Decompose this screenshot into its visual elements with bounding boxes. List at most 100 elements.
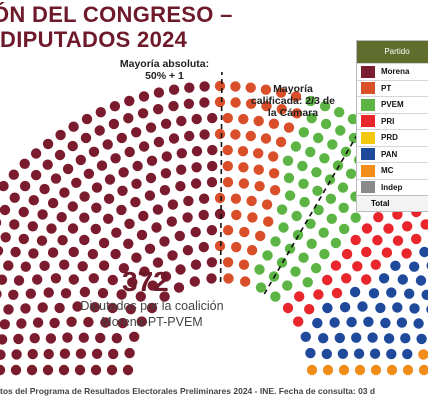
seat-dot (214, 80, 226, 92)
absolute-majority-line (219, 71, 223, 283)
seat-dot (305, 146, 316, 158)
legend-label: PAN (381, 149, 398, 159)
seat-dot (260, 133, 272, 144)
seat-dot (160, 118, 172, 129)
seat-dot (168, 100, 179, 112)
legend-swatch (361, 82, 375, 95)
seat-dot (222, 160, 233, 172)
seat-dot (25, 288, 36, 299)
seat-dot (310, 263, 322, 274)
seat-dot (294, 291, 305, 302)
seat-dot (160, 271, 172, 282)
seat-dot (298, 252, 309, 263)
seat-dot (198, 241, 209, 253)
seat-dot (122, 364, 134, 376)
seat-dot (124, 95, 135, 107)
seat-dot (238, 113, 249, 125)
seat-dot (78, 332, 90, 343)
seat-dot (90, 364, 102, 376)
seat-dot (338, 364, 350, 376)
seat-dot (66, 316, 77, 327)
seat-dot (313, 289, 324, 300)
seat-dot (361, 274, 372, 285)
seat-dot (361, 246, 372, 258)
seat-dot (214, 96, 226, 108)
seat-dot (68, 246, 79, 258)
seat-dot (182, 245, 194, 256)
seat-dot (9, 192, 20, 203)
seat-dot (91, 348, 103, 359)
seat-dot (3, 260, 14, 271)
seat-dot (60, 288, 72, 299)
seat-dot (346, 316, 357, 328)
seat-dot (392, 302, 403, 313)
seat-dot (159, 185, 171, 196)
seat-dot (10, 364, 22, 376)
seat-dot (199, 97, 210, 108)
seat-dot (418, 364, 428, 376)
legend-row-pvem: PVEM (357, 96, 428, 113)
seat-dot (67, 223, 79, 234)
legend-label: PRD (381, 133, 398, 143)
seat-dot (402, 348, 413, 360)
seat-dot (397, 274, 408, 285)
seat-dot (282, 302, 294, 314)
seat-dot (57, 235, 68, 246)
seat-dot (255, 230, 266, 242)
seat-dot (261, 100, 272, 112)
seat-dot (290, 141, 302, 152)
seat-dot (110, 153, 121, 164)
seat-dot (152, 257, 164, 268)
seat-dot (29, 333, 40, 344)
seat-dot (144, 190, 156, 201)
seat-dot (199, 81, 210, 92)
seat-dot (80, 132, 92, 144)
seat-dot (312, 185, 323, 196)
legend-total-row: Total (357, 195, 428, 211)
seat-dot (339, 302, 351, 313)
seat-dot (198, 193, 210, 204)
seat-dot (167, 199, 179, 210)
seat-dot (268, 168, 280, 179)
seat-dot (191, 146, 203, 157)
seat-dot (383, 223, 394, 234)
seat-dot (175, 181, 186, 192)
seat-dot (30, 148, 42, 159)
seat-dot (400, 333, 411, 344)
seat-dot (341, 248, 353, 260)
seat-dot (132, 160, 143, 172)
seat-dot (37, 209, 48, 220)
seat-dot (222, 177, 234, 188)
seat-dot (68, 274, 80, 285)
seat-dot (207, 160, 218, 172)
seat-dot (124, 146, 135, 158)
coalition-total: 372 (122, 266, 169, 297)
seat-dot (3, 304, 14, 315)
seat-dot (18, 233, 29, 245)
seat-dot (349, 286, 361, 298)
seat-dot (77, 261, 88, 272)
legend-total-label: Total (371, 199, 390, 208)
seat-dot (28, 195, 39, 206)
seat-dot (329, 317, 340, 328)
seat-dot (168, 84, 180, 95)
seat-dot (420, 219, 428, 230)
seat-dot (312, 317, 323, 329)
seat-dot (413, 318, 424, 329)
seat-dot (319, 248, 330, 260)
page-title-line1: ÓN DEL CONGRESO – (0, 2, 233, 27)
seat-dot (254, 264, 265, 275)
seat-dot (138, 141, 150, 152)
seat-dot (214, 192, 226, 204)
seat-dot (238, 162, 249, 173)
seat-dot (276, 104, 287, 115)
seat-dot (83, 316, 94, 328)
seat-dot (153, 136, 165, 148)
seat-dot (320, 118, 332, 130)
seat-dot (137, 108, 149, 119)
seat-dot (19, 180, 31, 192)
seat-dot (409, 303, 420, 314)
seat-dot (368, 288, 380, 299)
legend-label: Indep (381, 182, 403, 192)
seat-dot (223, 273, 234, 284)
